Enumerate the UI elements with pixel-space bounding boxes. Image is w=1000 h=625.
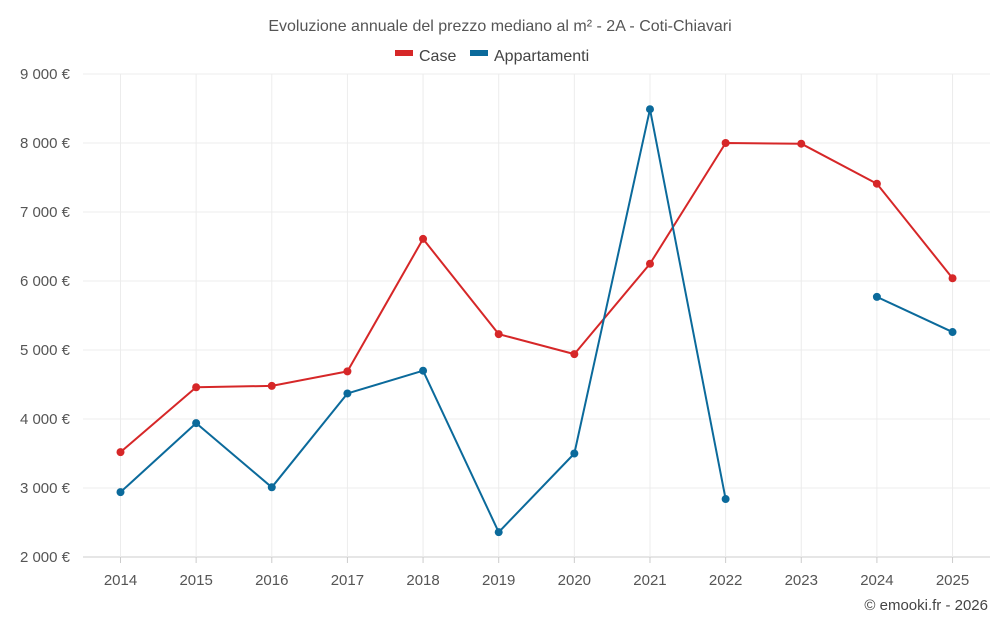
data-point-appartamenti[interactable]	[872, 292, 881, 301]
y-tick-label: 8 000 €	[20, 135, 71, 152]
data-point-appartamenti[interactable]	[645, 105, 654, 114]
x-tick-label: 2022	[709, 572, 742, 589]
chart-grid	[83, 73, 990, 558]
data-point-appartamenti[interactable]	[721, 495, 730, 504]
y-tick-label: 2 000 €	[20, 549, 71, 566]
data-point-case[interactable]	[116, 448, 125, 457]
y-tick-label: 6 000 €	[20, 273, 71, 290]
y-tick-label: 3 000 €	[20, 480, 71, 497]
data-point-appartamenti[interactable]	[267, 483, 276, 492]
data-point-appartamenti[interactable]	[494, 528, 503, 537]
x-tick-label: 2016	[255, 572, 288, 589]
data-point-case[interactable]	[343, 367, 352, 376]
x-tick-label: 2023	[785, 572, 818, 589]
data-point-case[interactable]	[419, 234, 428, 243]
x-tick-label: 2025	[936, 572, 969, 589]
data-point-appartamenti[interactable]	[192, 419, 201, 428]
data-point-appartamenti[interactable]	[116, 488, 125, 497]
data-point-appartamenti[interactable]	[419, 366, 428, 375]
y-axis: 2 000 € 3 000 € 4 000 € 5 000 € 6 000 € 7 000…	[20, 66, 71, 566]
legend-label-appartamenti: Appartamenti	[494, 48, 589, 65]
data-point-case[interactable]	[645, 259, 654, 268]
data-point-case[interactable]	[797, 139, 806, 148]
y-tick-label: 7 000 €	[20, 204, 71, 221]
series-line-appartamenti	[876, 295, 953, 333]
series-layer	[116, 105, 957, 537]
x-tick-label: 2019	[482, 572, 515, 589]
legend-swatch-appartamenti	[470, 50, 488, 56]
data-point-case[interactable]	[494, 330, 503, 339]
series-line-case	[119, 142, 954, 453]
x-tick-label: 2017	[331, 572, 364, 589]
data-point-appartamenti[interactable]	[343, 389, 352, 398]
y-tick-label: 4 000 €	[20, 411, 71, 428]
legend-label-case: Case	[419, 48, 456, 65]
data-point-case[interactable]	[570, 350, 579, 359]
x-tick-label: 2020	[558, 572, 591, 589]
chart-legend: Case Appartamenti	[395, 48, 589, 65]
data-point-appartamenti[interactable]	[948, 328, 957, 337]
data-point-case[interactable]	[192, 383, 201, 392]
x-tick-label: 2015	[179, 572, 212, 589]
x-tick-label: 2024	[860, 572, 893, 589]
legend-swatch-case	[395, 50, 413, 56]
x-axis: 2014 2015 2016 2017 2018 2019 2020 2021 2022 2023…	[104, 557, 969, 589]
data-point-case[interactable]	[721, 139, 730, 147]
x-tick-label: 2014	[104, 572, 137, 589]
data-point-case[interactable]	[872, 179, 881, 188]
chart-credit: © emooki.fr - 2026	[864, 597, 988, 614]
legend-item-case[interactable]: Case	[395, 48, 456, 65]
data-point-case[interactable]	[948, 274, 957, 283]
data-point-case[interactable]	[267, 381, 276, 390]
y-tick-label: 9 000 €	[20, 66, 71, 83]
data-point-appartamenti[interactable]	[570, 449, 579, 458]
chart-title: Evoluzione annuale del prezzo mediano al…	[268, 18, 731, 35]
x-tick-label: 2018	[406, 572, 439, 589]
x-tick-label: 2021	[633, 572, 666, 589]
y-tick-label: 5 000 €	[20, 342, 71, 359]
legend-item-appartamenti[interactable]: Appartamenti	[470, 48, 589, 65]
